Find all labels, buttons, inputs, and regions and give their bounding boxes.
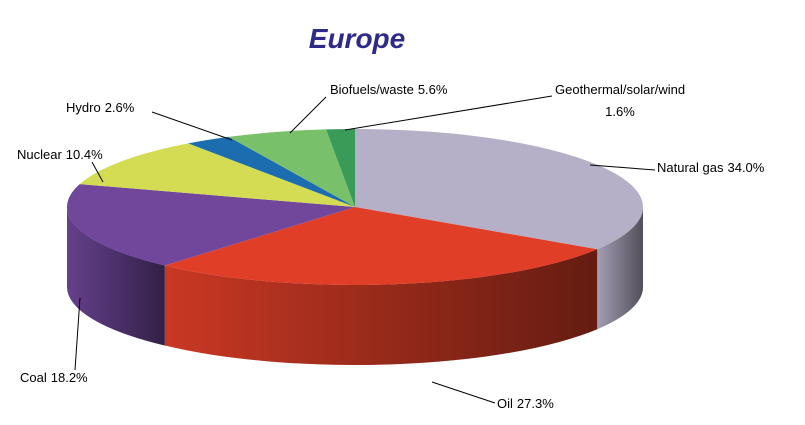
leader-line	[589, 164, 656, 171]
category-label: Natural gas	[657, 160, 724, 175]
slice-label: Biofuels/waste 5.6%	[330, 82, 448, 97]
pie-slice	[164, 207, 598, 285]
slice-label: Hydro 2.6%	[66, 100, 135, 115]
pie-slice	[188, 136, 355, 207]
leader-line	[289, 96, 327, 134]
side-shade	[67, 207, 165, 346]
slice-label: Oil 27.3%	[497, 396, 554, 411]
category-label: Oil	[497, 396, 513, 411]
data-label: 10.4%	[66, 147, 103, 162]
slice-label: Nuclear 10.4%	[17, 147, 103, 162]
pie-slice	[228, 129, 355, 207]
side-shade	[164, 249, 598, 365]
data-label: 27.3%	[517, 396, 554, 411]
data-label: 1.6%	[605, 104, 635, 119]
category-label: Hydro	[66, 100, 101, 115]
data-label: 18.2%	[51, 370, 88, 385]
category-label: Biofuels/waste	[330, 82, 414, 97]
data-label: 2.6%	[105, 100, 135, 115]
pie-slice	[326, 129, 355, 207]
chart-title: Europe	[309, 23, 405, 54]
leader-line	[74, 297, 81, 371]
leader-line	[151, 111, 233, 141]
category-label: Geothermal/solar/wind	[555, 82, 685, 97]
pie-slice	[355, 129, 643, 250]
leader-line	[431, 381, 496, 404]
slice-label: Natural gas 34.0%	[657, 160, 765, 175]
pie-slice	[79, 143, 355, 207]
leader-line	[91, 161, 104, 183]
leader-line	[344, 95, 553, 131]
category-label: Coal	[20, 370, 47, 385]
pie-slice	[66, 184, 355, 266]
data-label: 5.6%	[418, 82, 448, 97]
slice-label: Coal 18.2%	[20, 370, 88, 385]
side-shade	[597, 207, 643, 330]
data-label: 34.0%	[727, 160, 764, 175]
category-label: Nuclear	[17, 147, 62, 162]
